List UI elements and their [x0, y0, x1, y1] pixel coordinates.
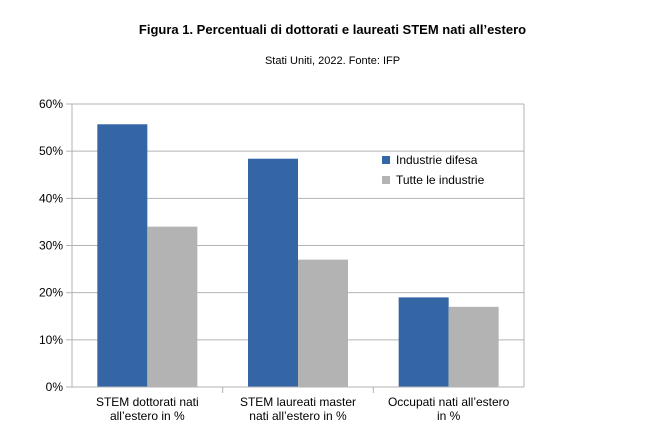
bars [97, 124, 499, 387]
legend-label: Tutte le industrie [396, 173, 485, 187]
category-label: all’estero in % [110, 409, 185, 423]
y-tick-label: 30% [39, 239, 63, 253]
axes [66, 103, 525, 393]
bar [147, 226, 198, 387]
category-label: in % [437, 409, 461, 423]
bar [298, 259, 348, 387]
y-tick-label: 10% [39, 333, 63, 347]
y-tick-label: 50% [39, 144, 63, 158]
legend: Industrie difesa Tutte le industrie [382, 153, 485, 187]
category-label: STEM dottorati nati [96, 395, 199, 409]
y-tick-label: 40% [39, 191, 63, 205]
category-label: Occupati nati all’estero [388, 395, 510, 409]
y-tick-label: 0% [46, 380, 64, 394]
category-label: STEM laureati master [240, 395, 356, 409]
legend-swatch [382, 176, 390, 184]
legend-label: Industrie difesa [396, 153, 478, 167]
bar [398, 297, 449, 387]
legend-swatch [382, 156, 390, 164]
bar [448, 306, 499, 387]
bar [97, 124, 148, 387]
category-label: nati all’estero in % [249, 409, 347, 423]
y-tick-labels: 0% 10% 20% 30% 40% 50% 60% [39, 97, 63, 394]
chart-title: Figura 1. Percentuali di dottorati e lau… [138, 22, 527, 37]
chart-subtitle: Stati Uniti, 2022. Fonte: IFP [264, 55, 401, 67]
y-tick-label: 20% [39, 286, 63, 300]
y-tick-label: 60% [39, 97, 63, 111]
bar [248, 158, 298, 387]
